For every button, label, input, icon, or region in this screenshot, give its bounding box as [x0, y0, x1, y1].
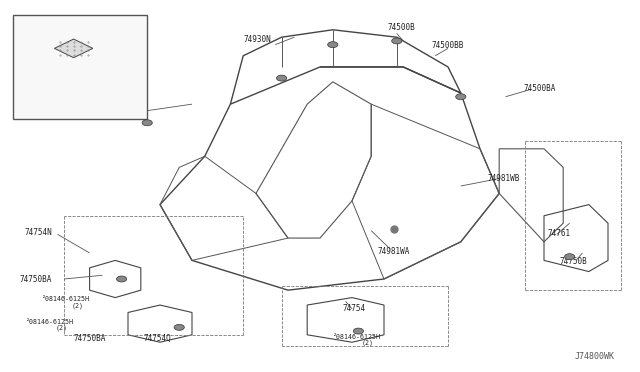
Circle shape — [456, 94, 466, 100]
Text: 74500B: 74500B — [387, 23, 415, 32]
Text: ²08146-6125H: ²08146-6125H — [26, 319, 74, 325]
Circle shape — [328, 42, 338, 48]
Text: 74750BA: 74750BA — [19, 275, 52, 283]
Text: 74500BA: 74500BA — [524, 84, 556, 93]
Text: 74754N: 74754N — [24, 228, 52, 237]
Text: 74930N: 74930N — [243, 35, 271, 44]
Text: 74754: 74754 — [342, 304, 365, 312]
Text: 74981WA: 74981WA — [378, 247, 410, 256]
Text: 74500BB: 74500BB — [432, 41, 465, 50]
Circle shape — [392, 38, 402, 44]
Text: 74754Q: 74754Q — [144, 334, 172, 343]
FancyBboxPatch shape — [13, 15, 147, 119]
Text: 74750BA: 74750BA — [74, 334, 106, 343]
Text: (2): (2) — [362, 340, 374, 346]
Circle shape — [564, 254, 575, 260]
Text: 74981W: 74981W — [99, 107, 127, 116]
Text: ²08146-6125H: ²08146-6125H — [333, 334, 381, 340]
Circle shape — [174, 324, 184, 330]
Circle shape — [353, 328, 364, 334]
Polygon shape — [54, 39, 93, 58]
Circle shape — [116, 276, 127, 282]
Text: (2): (2) — [56, 325, 68, 331]
Text: 74750B: 74750B — [560, 257, 588, 266]
Text: INSULATOR FUSIBLE: INSULATOR FUSIBLE — [20, 22, 94, 28]
Text: J74800WK: J74800WK — [575, 352, 614, 361]
Text: (2): (2) — [72, 302, 84, 309]
Text: ²08146-6125H: ²08146-6125H — [42, 296, 90, 302]
Circle shape — [142, 120, 152, 126]
Text: 74981WB: 74981WB — [488, 174, 520, 183]
Text: 74761: 74761 — [547, 229, 570, 238]
Circle shape — [276, 75, 287, 81]
Text: 74882R: 74882R — [35, 68, 63, 77]
